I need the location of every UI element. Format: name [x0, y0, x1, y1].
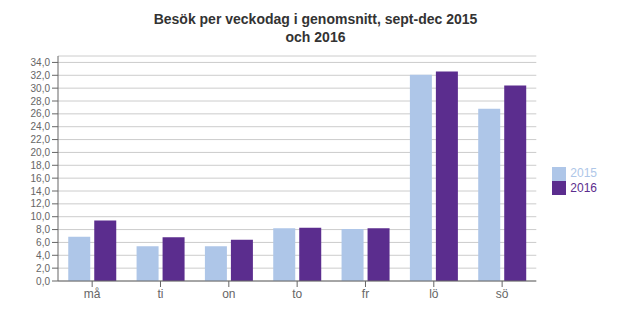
svg-text:32,0: 32,0 [31, 70, 51, 81]
svg-text:2,0: 2,0 [36, 263, 50, 274]
svg-text:8,0: 8,0 [36, 224, 50, 235]
svg-text:20,0: 20,0 [31, 147, 51, 158]
svg-text:28,0: 28,0 [31, 96, 51, 107]
html-text:2016: 2016 [570, 180, 597, 195]
svg-text:34,0: 34,0 [31, 57, 51, 68]
html-text:2015: 2015 [570, 165, 597, 180]
svg-text:sö: sö [496, 287, 509, 301]
svg-text:10,0: 10,0 [31, 211, 51, 222]
svg-text:to: to [292, 287, 302, 301]
svg-text:fr: fr [362, 287, 369, 301]
html-text:och 2016: och 2016 [285, 29, 346, 45]
svg-text:24,0: 24,0 [31, 121, 51, 132]
svg-text:26,0: 26,0 [31, 108, 51, 119]
svg-text:16,0: 16,0 [31, 173, 51, 184]
svg-text:lö: lö [429, 287, 439, 301]
svg-text:on: on [222, 287, 235, 301]
html-text:Besök per veckodag i genomsnit: Besök per veckodag i genomsnitt, sept-de… [153, 11, 478, 27]
svg-text:18,0: 18,0 [31, 160, 51, 171]
svg-text:22,0: 22,0 [31, 134, 51, 145]
svg-text:ti: ti [157, 287, 163, 301]
svg-text:0,0: 0,0 [36, 276, 50, 287]
svg-text:14,0: 14,0 [31, 186, 51, 197]
svg-text:4,0: 4,0 [36, 250, 50, 261]
svg-text:12,0: 12,0 [31, 198, 51, 209]
svg-text:6,0: 6,0 [36, 237, 50, 248]
svg-text:må: må [84, 287, 101, 301]
svg-text:30,0: 30,0 [31, 83, 51, 94]
